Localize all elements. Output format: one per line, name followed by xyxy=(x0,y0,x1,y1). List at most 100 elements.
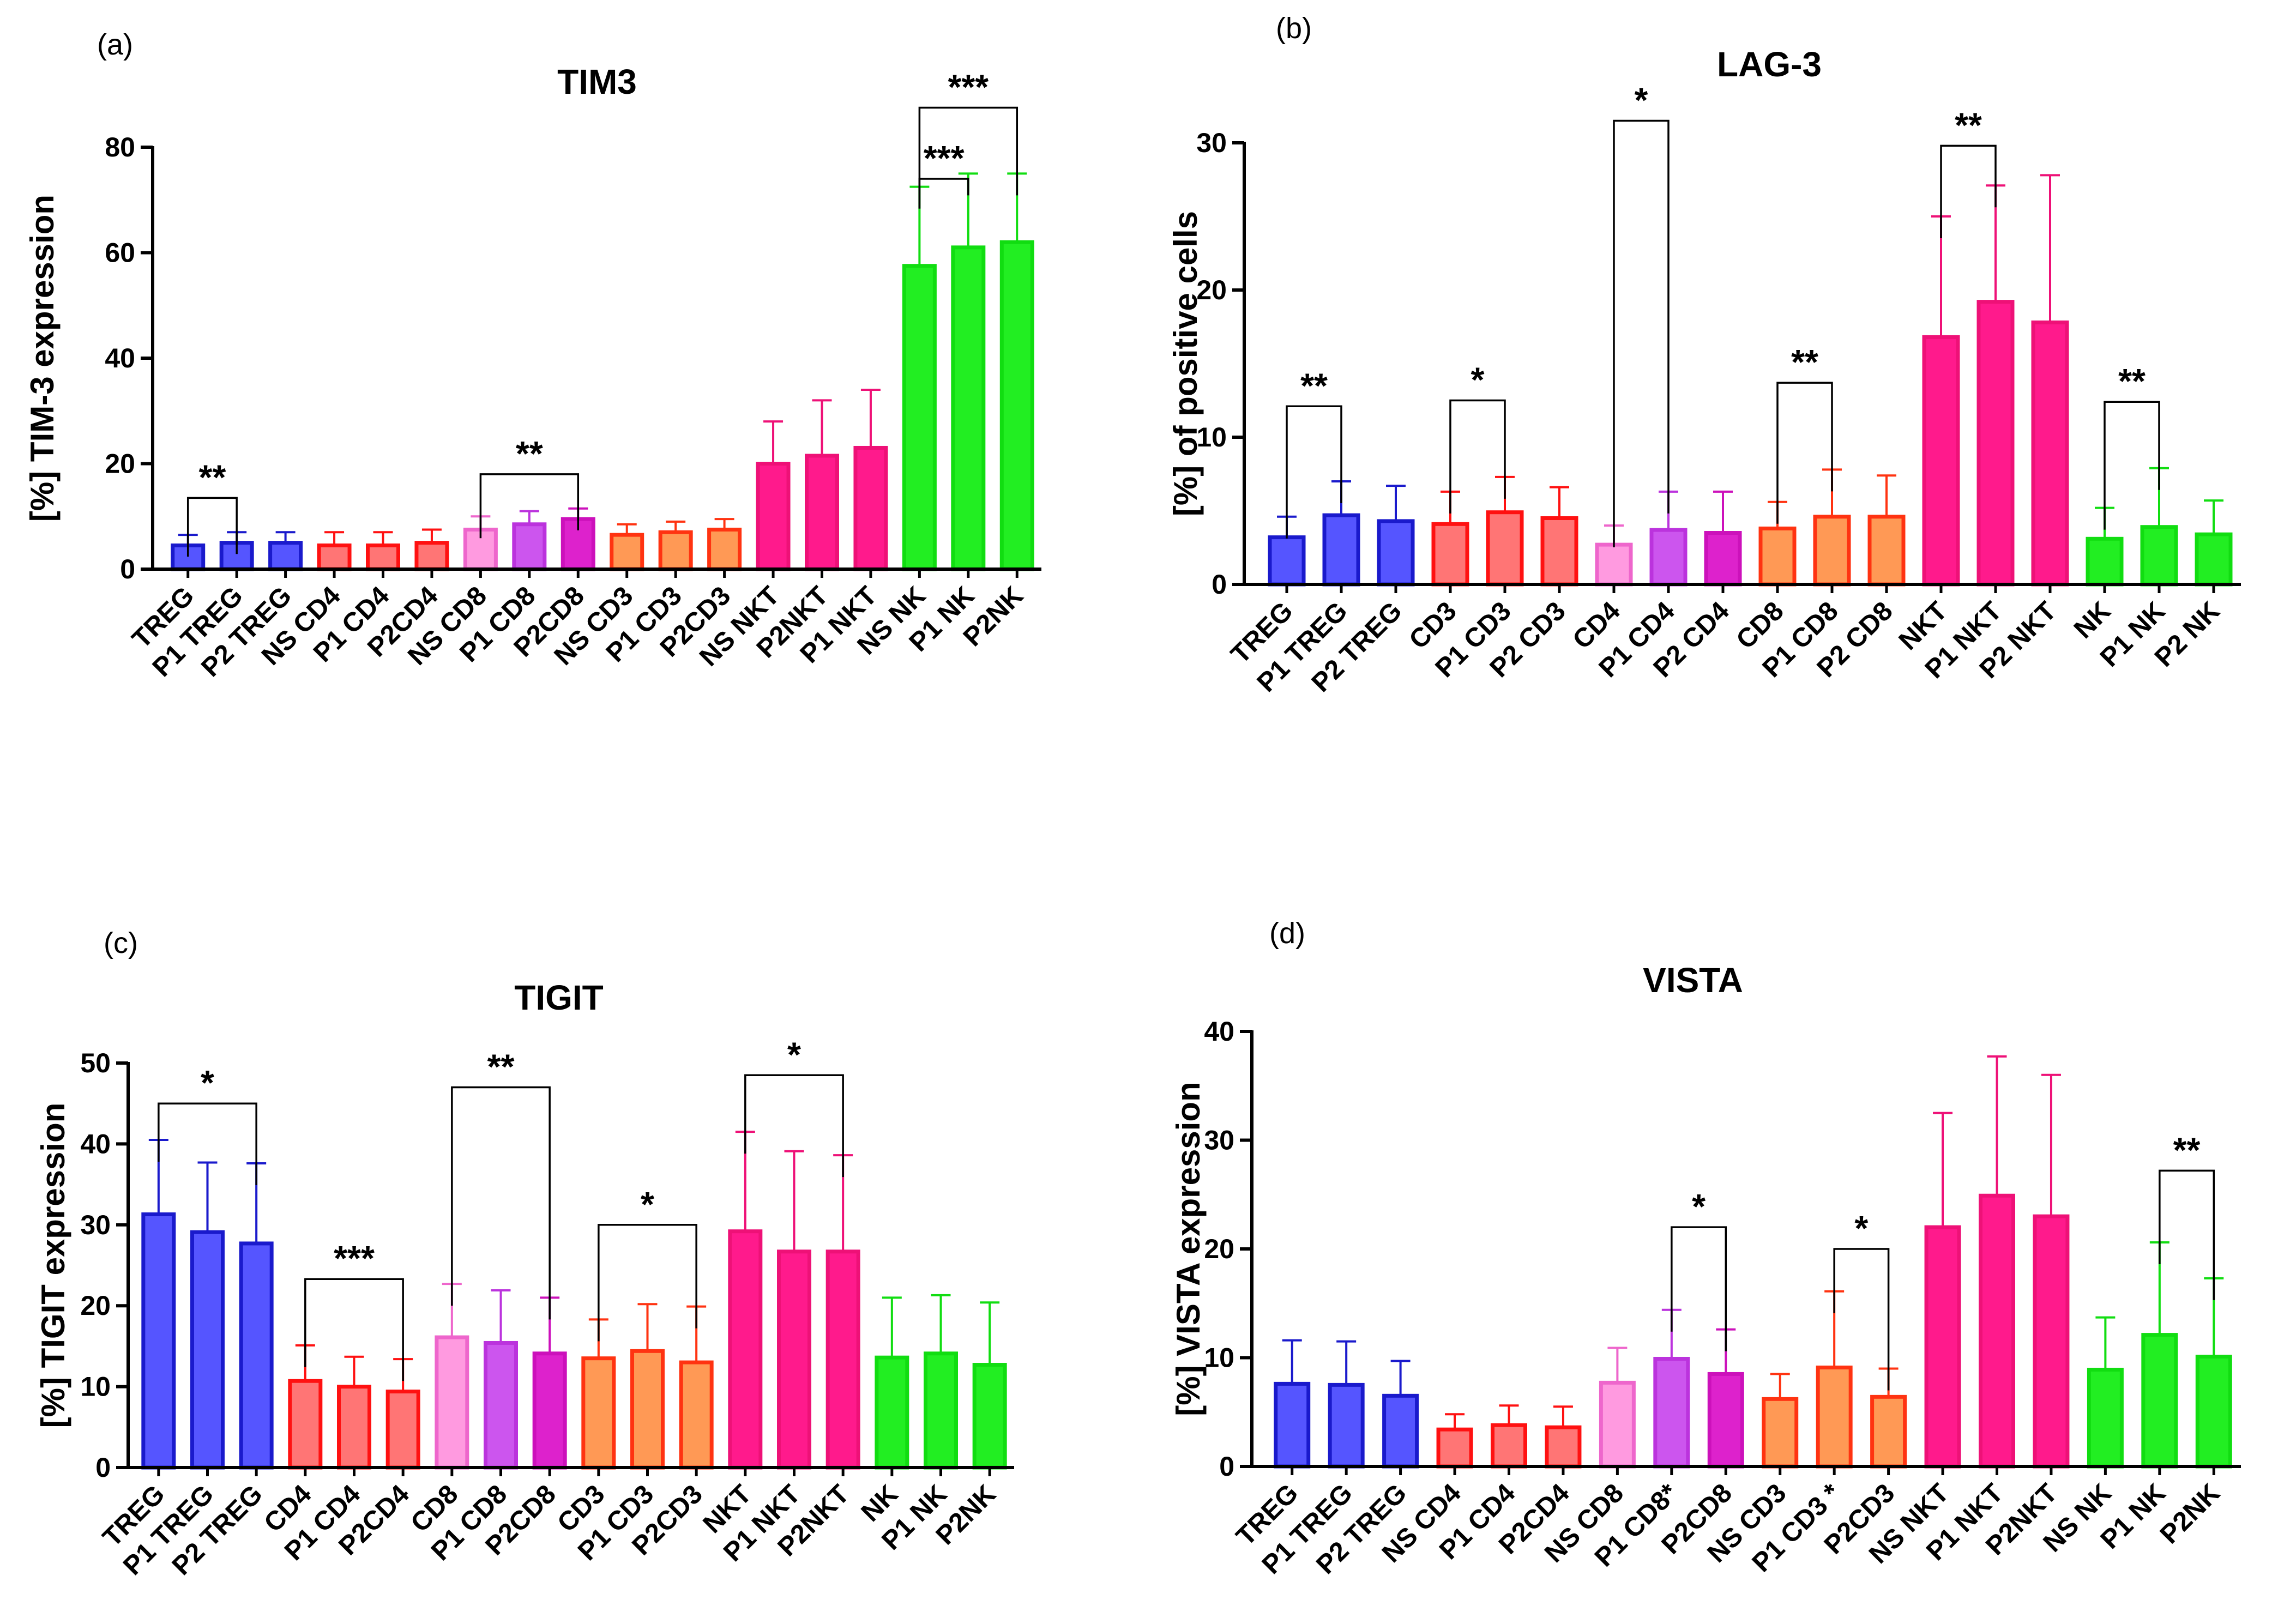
bar xyxy=(1377,519,1415,587)
bar xyxy=(141,1212,176,1470)
significance-bracket xyxy=(1833,1248,1890,1391)
bar xyxy=(1436,1427,1473,1469)
significance-bracket xyxy=(744,1074,844,1178)
bar xyxy=(2031,320,2069,587)
bar xyxy=(1922,335,1960,587)
significance-label: * xyxy=(1854,1209,1868,1248)
bar xyxy=(679,1360,714,1470)
bar xyxy=(1491,1423,1527,1469)
bar xyxy=(951,245,986,571)
significance-bracket xyxy=(158,1102,257,1186)
y-axis-label: [%] of positive cells xyxy=(1167,211,1204,516)
bar xyxy=(972,1363,1007,1470)
bar xyxy=(1924,1225,1961,1469)
bar xyxy=(1870,1394,1907,1469)
bar xyxy=(2141,1333,2178,1469)
bar xyxy=(902,264,937,571)
bar xyxy=(1707,1372,1744,1469)
bar xyxy=(1976,300,2015,587)
bar xyxy=(875,1355,909,1470)
significance-bracket xyxy=(598,1224,697,1342)
bar xyxy=(1431,522,1469,587)
bar xyxy=(1649,528,1688,587)
y-tick-label: 0 xyxy=(1219,1451,1234,1482)
significance-label: * xyxy=(1471,360,1485,400)
bar xyxy=(707,527,742,571)
bar xyxy=(1653,1356,1690,1469)
bar xyxy=(581,1356,616,1470)
bar xyxy=(777,1249,811,1470)
chart-title: TIGIT xyxy=(514,978,604,1017)
y-tick-label: 10 xyxy=(1196,422,1227,452)
bar xyxy=(658,530,693,571)
bar xyxy=(1268,535,1306,587)
significance-label: ** xyxy=(199,457,226,497)
y-tick-label: 0 xyxy=(120,554,135,584)
bar xyxy=(2140,525,2178,587)
significance-bracket xyxy=(1613,119,1670,547)
bar xyxy=(268,541,303,571)
panel-label-c: (c) xyxy=(104,927,138,959)
bar xyxy=(805,454,839,571)
bar xyxy=(1867,515,1906,587)
significance-bracket xyxy=(2159,1169,2215,1300)
panel-label-d: (d) xyxy=(1269,917,1305,950)
y-tick-label: 40 xyxy=(1204,1016,1234,1047)
significance-label: * xyxy=(787,1035,801,1074)
bar xyxy=(1322,513,1360,587)
significance-bracket xyxy=(304,1278,404,1381)
y-tick-label: 40 xyxy=(80,1128,111,1159)
bar xyxy=(1540,516,1578,587)
bar xyxy=(2195,1355,2232,1469)
bar xyxy=(924,1351,958,1470)
significance-bracket xyxy=(1286,405,1342,539)
chart-title: LAG-3 xyxy=(1717,45,1822,84)
bar xyxy=(337,1385,371,1470)
bar xyxy=(1704,531,1742,587)
bar xyxy=(2087,1367,2124,1469)
significance-label: *** xyxy=(334,1239,375,1278)
bar xyxy=(756,462,791,571)
y-tick-label: 20 xyxy=(105,449,135,479)
significance-bracket xyxy=(1940,144,1997,238)
significance-bracket xyxy=(918,106,1019,209)
chart-title: VISTA xyxy=(1643,961,1743,1000)
significance-label: ** xyxy=(1955,105,1982,144)
y-tick-label: 20 xyxy=(1204,1234,1234,1264)
significance-bracket xyxy=(1776,382,1833,524)
bar xyxy=(1816,1365,1853,1469)
bar xyxy=(853,445,888,571)
bar xyxy=(1595,542,1633,587)
significance-label: *** xyxy=(924,138,965,178)
significance-bracket xyxy=(186,497,238,557)
bar xyxy=(630,1349,665,1470)
significance-bracket xyxy=(1671,1226,1727,1351)
y-tick-label: 10 xyxy=(80,1372,111,1402)
bar xyxy=(239,1241,274,1470)
bar xyxy=(484,1341,518,1470)
y-tick-label: 60 xyxy=(105,238,135,268)
significance-label: ** xyxy=(1791,342,1818,382)
significance-bracket xyxy=(479,473,580,539)
bar xyxy=(2033,1214,2070,1469)
bar xyxy=(1328,1382,1365,1469)
chart-title: TIM3 xyxy=(557,62,637,101)
significance-label: ** xyxy=(2118,361,2146,401)
y-tick-label: 80 xyxy=(105,132,135,162)
panel-label-b: (b) xyxy=(1276,12,1312,45)
significance-bracket xyxy=(451,1086,551,1320)
y-tick-label: 50 xyxy=(80,1048,111,1078)
y-axis-label: [%] VISTA expression xyxy=(1170,1082,1207,1416)
significance-label: ** xyxy=(1300,366,1328,405)
bar xyxy=(1545,1425,1582,1469)
significance-label: ** xyxy=(516,434,543,473)
significance-label: ** xyxy=(2173,1130,2201,1169)
bar xyxy=(366,543,400,571)
y-tick-label: 20 xyxy=(80,1290,111,1321)
bar xyxy=(2195,532,2233,587)
bar xyxy=(435,1335,469,1470)
bar xyxy=(532,1351,567,1470)
bar xyxy=(385,1390,420,1470)
